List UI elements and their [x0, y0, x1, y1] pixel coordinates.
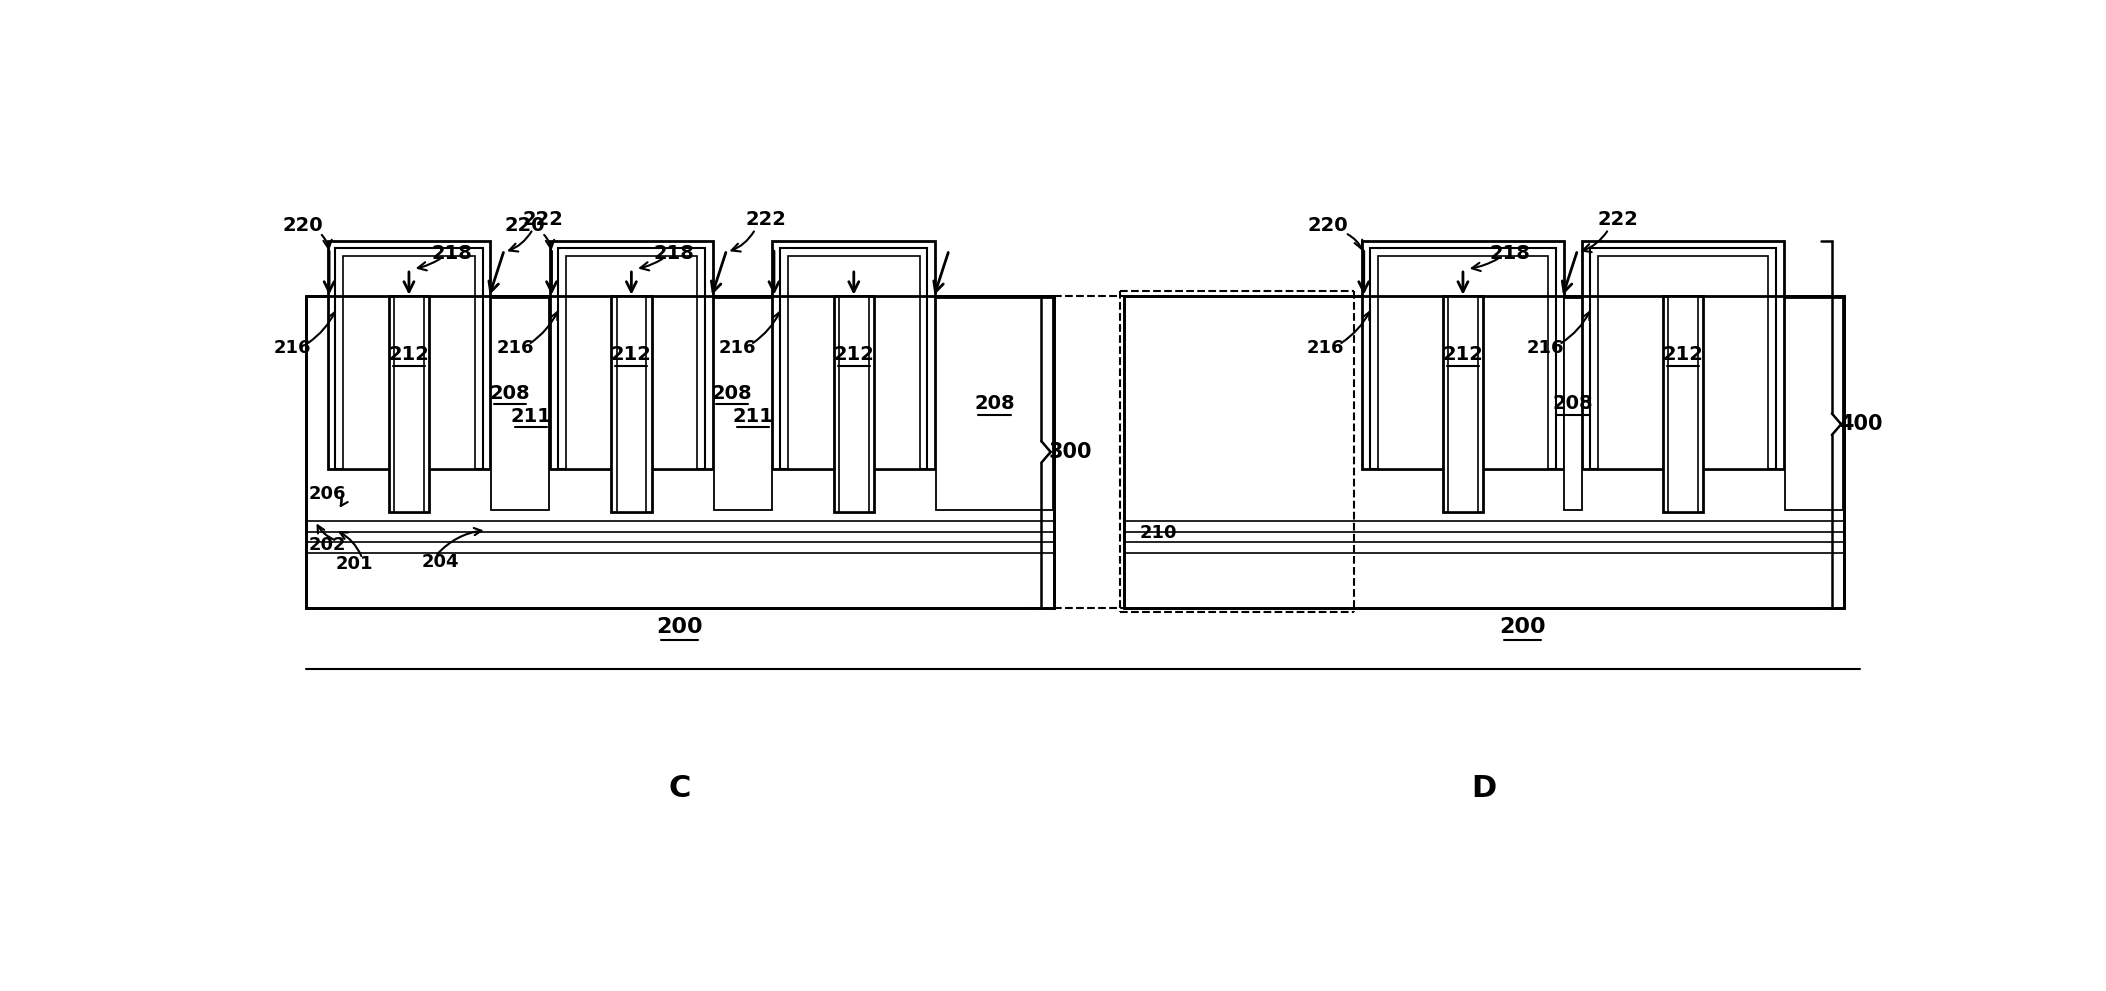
Text: 212: 212	[611, 346, 653, 365]
Text: 222: 222	[1598, 209, 1638, 229]
Bar	[550, 241, 712, 470]
Bar	[714, 297, 771, 510]
Bar	[1664, 296, 1704, 511]
Text: 216: 216	[718, 339, 756, 357]
Text: 212: 212	[1443, 346, 1483, 365]
Text: 201: 201	[337, 555, 373, 573]
Text: 400: 400	[1839, 414, 1883, 434]
Bar	[1377, 256, 1548, 470]
Bar	[611, 296, 651, 511]
Bar	[1443, 296, 1483, 511]
Bar	[1784, 297, 1843, 510]
Text: 222: 222	[522, 209, 564, 229]
Bar	[834, 296, 874, 511]
Text: 211: 211	[510, 406, 552, 426]
Text: 218: 218	[653, 244, 695, 264]
Bar	[491, 297, 550, 510]
Text: 212: 212	[388, 346, 430, 365]
Bar	[773, 241, 935, 470]
Text: 216: 216	[497, 339, 535, 357]
Text: 208: 208	[975, 394, 1015, 413]
Text: 216: 216	[274, 339, 312, 357]
Text: 208: 208	[712, 384, 752, 402]
Text: 211: 211	[733, 406, 773, 426]
Text: 208: 208	[489, 384, 531, 402]
Text: 202: 202	[310, 536, 345, 554]
Bar	[788, 256, 920, 470]
Text: 200: 200	[1499, 617, 1546, 637]
Bar	[1582, 241, 1784, 470]
Bar	[305, 296, 1053, 607]
Text: 222: 222	[746, 209, 786, 229]
Text: 218: 218	[432, 244, 472, 264]
Text: 216: 216	[1527, 339, 1565, 357]
Bar	[1122, 296, 1845, 607]
Bar	[390, 296, 430, 511]
Text: 206: 206	[310, 485, 345, 502]
Text: D: D	[1472, 774, 1497, 804]
Bar	[1369, 249, 1556, 470]
Text: 218: 218	[1489, 244, 1529, 264]
Text: 212: 212	[834, 346, 874, 365]
Text: 212: 212	[1662, 346, 1704, 365]
Bar	[1449, 296, 1478, 511]
Text: 220: 220	[282, 216, 322, 235]
Bar	[343, 256, 474, 470]
Bar	[335, 249, 482, 470]
Bar	[567, 256, 697, 470]
Text: 300: 300	[1049, 442, 1093, 462]
Text: 208: 208	[1552, 394, 1594, 413]
Bar	[1590, 249, 1775, 470]
Bar	[1668, 296, 1697, 511]
Text: C: C	[668, 774, 691, 804]
Text: 216: 216	[1306, 339, 1344, 357]
Bar	[838, 296, 868, 511]
Bar	[329, 241, 491, 470]
Bar	[1565, 297, 1582, 510]
Bar	[558, 249, 706, 470]
Text: 204: 204	[421, 553, 459, 571]
Text: 220: 220	[505, 216, 545, 235]
Bar	[779, 249, 927, 470]
Bar	[394, 296, 423, 511]
Bar	[1598, 256, 1769, 470]
Bar	[935, 297, 1053, 510]
Bar	[617, 296, 647, 511]
Text: 200: 200	[657, 617, 703, 637]
Text: 220: 220	[1308, 216, 1348, 235]
Text: 210: 210	[1139, 524, 1177, 542]
Bar	[1363, 241, 1563, 470]
